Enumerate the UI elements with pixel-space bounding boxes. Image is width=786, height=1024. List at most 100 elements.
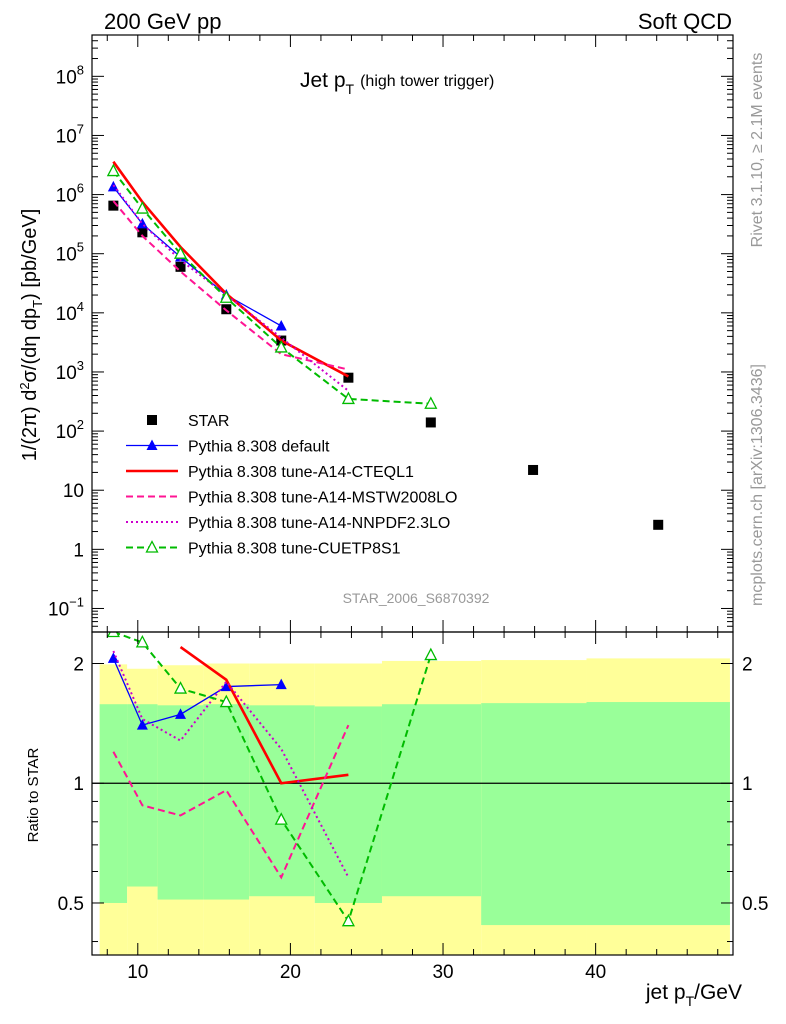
legend-label: Pythia 8.308 default xyxy=(188,439,330,456)
band-green xyxy=(481,703,587,926)
marker-square xyxy=(653,519,664,530)
main-line-1 xyxy=(112,186,282,327)
marker-square xyxy=(137,227,148,238)
ratio-series-3 xyxy=(112,650,350,878)
marker-open-triangle xyxy=(274,812,288,825)
marker-triangle xyxy=(136,719,148,730)
marker-open-triangle xyxy=(135,634,149,648)
band-green xyxy=(127,704,158,887)
x-tick-label: 20 xyxy=(280,962,301,983)
ratio-series-0 xyxy=(107,652,287,730)
marker-open-triangle xyxy=(424,396,438,409)
legend-label: Pythia 8.308 tune-A14-MSTW2008LO xyxy=(188,490,457,507)
marker-open-triangle xyxy=(341,913,355,927)
x-tick-label: 30 xyxy=(432,962,453,983)
main-line-5 xyxy=(112,170,431,405)
rivet-label: Rivet 3.1.10, ≥ 2.1M events xyxy=(749,53,766,248)
main-y-tick-label: 103 xyxy=(56,358,84,384)
marker-triangle xyxy=(107,652,119,663)
marker-square xyxy=(147,415,157,425)
main-y-tick-label: 108 xyxy=(56,62,84,88)
marker-square xyxy=(175,261,186,272)
axis-ticks xyxy=(92,34,733,955)
main-series-1 xyxy=(107,180,287,331)
main-title: Jet pT (high tower trigger) xyxy=(300,69,494,97)
legend-entry-5: Pythia 8.308 tune-CUETP8S1 xyxy=(126,540,401,558)
marker-open-triangle xyxy=(135,201,149,214)
ratio-y-axis-label: Ratio to STAR xyxy=(25,747,42,842)
marker-triangle xyxy=(275,678,287,690)
main-title-note: (high tower trigger) xyxy=(360,73,494,90)
legend-label: Pythia 8.308 tune-A14-NNPDF2.3LO xyxy=(188,515,450,532)
x-tick-label: 40 xyxy=(585,962,606,983)
x-tick-label: 10 xyxy=(127,962,148,983)
analysis-watermark: STAR_2006_S6870392 xyxy=(343,590,490,606)
main-y-tick-label: 105 xyxy=(56,240,84,266)
main-series-4 xyxy=(112,184,350,392)
main-title-subscript: T xyxy=(346,81,355,97)
marker-square xyxy=(343,372,354,383)
marker-triangle xyxy=(220,680,232,692)
band-green xyxy=(249,705,315,897)
ratio-y-tick-label-right: 2 xyxy=(742,654,753,675)
ratio-y-tick-label-right: 0.5 xyxy=(742,894,768,915)
main-y-tick-label: 10 xyxy=(63,481,84,502)
marker-triangle xyxy=(146,439,158,450)
legend-label: Pythia 8.308 tune-A14-CTEQL1 xyxy=(188,464,414,481)
marker-open-triangle xyxy=(106,632,120,638)
main-panel-series xyxy=(106,160,664,530)
x-axis-label: jet pT/GeV xyxy=(645,981,742,1009)
legend-entry-4: Pythia 8.308 tune-A14-NNPDF2.3LO xyxy=(126,515,450,532)
mcplots-label: mcplots.cern.ch [arXiv:1306.3436] xyxy=(749,364,766,606)
marker-square xyxy=(528,464,539,475)
ratio-line-2 xyxy=(112,724,350,880)
ratio-line-3 xyxy=(112,650,350,878)
main-y-axis-label: 1/(2π) d2σ/(dη dpT) [pb/GeV] xyxy=(17,209,45,462)
ratio-y-tick-label-right: 1 xyxy=(742,774,753,795)
ratio-uncertainty-bands xyxy=(92,658,733,955)
ratio-panel-series xyxy=(106,632,438,927)
ratio-series-4 xyxy=(106,632,438,927)
ratio-series-2 xyxy=(112,724,350,880)
main-y-tick-label: 102 xyxy=(56,417,84,443)
main-line-2 xyxy=(112,160,350,378)
band-green xyxy=(314,706,382,903)
main-y-tick-label: 107 xyxy=(56,121,84,147)
band-green xyxy=(99,704,128,903)
main-y-tick-label: 10−1 xyxy=(48,594,84,620)
legend-entry-2: Pythia 8.308 tune-A14-CTEQL1 xyxy=(126,464,414,481)
marker-open-triangle xyxy=(106,163,120,177)
main-line-4 xyxy=(112,184,350,392)
marker-open-triangle xyxy=(173,681,188,694)
marker-square xyxy=(108,200,119,211)
marker-open-triangle xyxy=(145,540,159,553)
legend-label: Pythia 8.308 tune-CUETP8S1 xyxy=(188,541,401,558)
main-series-3 xyxy=(112,200,349,371)
marker-open-triangle xyxy=(341,391,355,405)
main-series-2 xyxy=(112,160,350,378)
marker-open-triangle xyxy=(219,290,233,303)
legend: STAR Pythia 8.308 default Pythia 8.308 tun… xyxy=(126,413,457,558)
legend-entry-0: STAR xyxy=(147,413,229,430)
legend-entry-3: Pythia 8.308 tune-A14-MSTW2008LO xyxy=(126,490,457,507)
main-y-tick-label: 106 xyxy=(56,181,84,207)
marker-triangle xyxy=(175,708,187,719)
marker-square xyxy=(425,417,436,428)
legend-entry-1: Pythia 8.308 default xyxy=(126,439,330,456)
main-title-text: Jet p xyxy=(300,69,346,92)
ratio-y-tick-label-left: 0.5 xyxy=(58,894,84,915)
main-y-tick-label: 104 xyxy=(56,299,84,325)
marker-open-triangle xyxy=(274,340,288,353)
header-right: Soft QCD xyxy=(638,9,732,34)
marker-open-triangle xyxy=(173,246,188,259)
ratio-y-tick-label-left: 1 xyxy=(73,774,84,795)
marker-open-triangle xyxy=(424,647,438,661)
header-left: 200 GeV pp xyxy=(104,9,221,34)
band-green xyxy=(586,702,730,926)
legend-label: STAR xyxy=(188,413,229,430)
band-green xyxy=(157,705,204,900)
ratio-y-tick-label-left: 2 xyxy=(73,654,84,675)
band-green xyxy=(203,704,250,900)
main-y-tick-label: 1 xyxy=(73,540,84,561)
